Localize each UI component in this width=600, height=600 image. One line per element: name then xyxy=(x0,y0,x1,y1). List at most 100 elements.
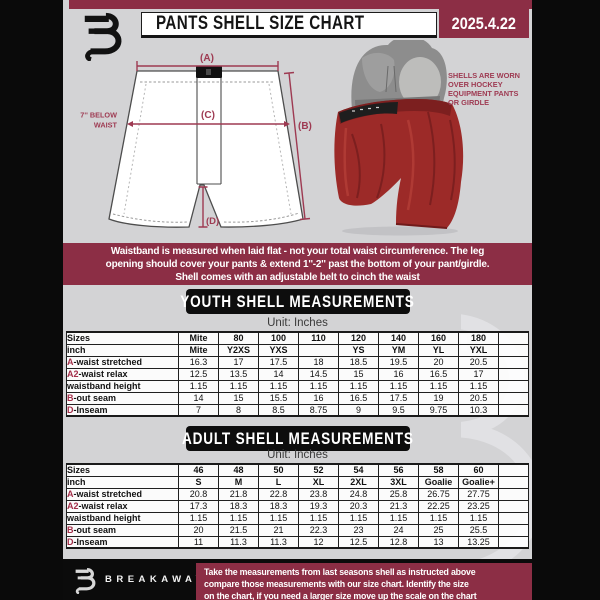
measurement-cell: Y2XS xyxy=(218,343,259,357)
shorts-outline-drawing xyxy=(108,66,304,228)
measurement-cell: 21.3 xyxy=(378,499,419,513)
measurement-cell: 52 xyxy=(298,463,339,477)
measurement-cell: 1.15 xyxy=(418,511,459,525)
measurement-cell: 1.15 xyxy=(418,379,459,393)
filler-cell xyxy=(498,463,529,477)
adult-section-header: ADULT SHELL MEASUREMENTS xyxy=(182,426,413,451)
measurement-cell: 15 xyxy=(218,391,259,405)
filler-cell xyxy=(498,343,529,357)
measurement-cell: 110 xyxy=(298,331,339,345)
photo-note-line1: SHELLS ARE WORN xyxy=(448,71,520,80)
filler-cell xyxy=(498,511,529,525)
measurement-cell: 1.15 xyxy=(258,511,299,525)
measurement-cell: 1.15 xyxy=(178,379,219,393)
measurement-cell: 23.25 xyxy=(458,499,499,513)
measurement-cell: Mite xyxy=(178,343,219,357)
table-row: A-waist stretched 20.8 21.8 22.8 23.8 24.8 25.… xyxy=(66,487,529,501)
row-label: A2-waist relax xyxy=(66,499,179,513)
table-row: Sizes 46 48 50 52 54 56 58 60 xyxy=(66,463,529,477)
table-row: waistband height 1.15 1.15 1.15 1.15 1.15 1.15… xyxy=(66,379,529,393)
measurement-cell: 7 xyxy=(178,403,219,417)
measurement-cell: 16.5 xyxy=(338,391,379,405)
measurement-cell: 9.5 xyxy=(378,403,419,417)
youth-heading: YOUTH SHELL MEASUREMENTS xyxy=(180,291,415,311)
measurement-cell: 18.5 xyxy=(338,355,379,369)
breakaway-logo-icon xyxy=(84,12,122,61)
footer-brand-name: BREAKAWAY xyxy=(105,574,207,585)
measurement-cell: 13 xyxy=(418,535,459,549)
table-row: inch S M L XL 2XL 3XL Goalie Goalie+ xyxy=(66,475,529,489)
label-b: (B) xyxy=(298,121,312,132)
photo-note-line4: OR GIRDLE xyxy=(448,98,489,107)
measurement-cell: 17.5 xyxy=(378,391,419,405)
adult-measurements-table: Sizes 46 48 50 52 54 56 58 60 inch S M L XL 2XL 3XL Goal… xyxy=(66,463,529,549)
measurement-cell: 9 xyxy=(338,403,379,417)
measurement-cell xyxy=(298,343,339,357)
measurement-cell: 19.5 xyxy=(378,355,419,369)
row-label: inch xyxy=(66,343,179,357)
measurement-cell: M xyxy=(218,475,259,489)
adult-heading: ADULT SHELL MEASUREMENTS xyxy=(181,428,414,448)
filler-cell xyxy=(498,403,529,417)
measurement-cell: 2XL xyxy=(338,475,379,489)
measurement-cell: 11.3 xyxy=(258,535,299,549)
measurement-cell: 22.25 xyxy=(418,499,459,513)
measure-lines xyxy=(129,61,311,228)
measurement-cell: 16 xyxy=(298,391,339,405)
label-d: (D) xyxy=(206,216,219,227)
row-label: waistband height xyxy=(66,511,179,525)
measurement-cell: 1.15 xyxy=(378,511,419,525)
measurement-cell: 1.15 xyxy=(178,511,219,525)
adult-unit-label: Unit: Inches xyxy=(267,449,328,461)
measurement-cell: 20 xyxy=(418,355,459,369)
measurement-cell: 1.15 xyxy=(378,379,419,393)
measurement-cell: 9.75 xyxy=(418,403,459,417)
measurement-cell: 15.5 xyxy=(258,391,299,405)
measurement-cell: 16.5 xyxy=(418,367,459,381)
measurement-cell: 19.3 xyxy=(298,499,339,513)
measurement-cell: 22.8 xyxy=(258,487,299,501)
measurement-cell: 14 xyxy=(258,367,299,381)
measurement-cell: 120 xyxy=(338,331,379,345)
footer-note-line2: compare those measurements with our size… xyxy=(204,578,469,589)
measurement-cell: 1.15 xyxy=(218,379,259,393)
footer-note-line1: Take the measurements from last seasons … xyxy=(204,567,476,577)
measurement-cell: YXL xyxy=(458,343,499,357)
measurement-cell: 12.5 xyxy=(338,535,379,549)
measurement-diagram: (A) (B) (C) (D) 7'' BELOW WAIST xyxy=(80,40,520,236)
measurement-cell: 22.3 xyxy=(298,523,339,537)
waist-note-line1: 7'' BELOW xyxy=(80,111,117,120)
measurement-cell: 11.3 xyxy=(218,535,259,549)
measurement-cell: 16 xyxy=(378,367,419,381)
measurement-cell: 56 xyxy=(378,463,419,477)
measurement-cell: Goalie+ xyxy=(458,475,499,489)
date-text: 2025.4.22 xyxy=(451,13,517,33)
filler-cell xyxy=(498,499,529,513)
measurement-cell: 1.15 xyxy=(338,511,379,525)
measurement-cell: 12 xyxy=(298,535,339,549)
measurement-cell: 1.15 xyxy=(458,379,499,393)
measurement-cell: 58 xyxy=(418,463,459,477)
row-label: D-Inseam xyxy=(66,403,179,417)
measurement-cell: XL xyxy=(298,475,339,489)
measurement-cell: Goalie xyxy=(418,475,459,489)
top-accent-strip xyxy=(69,0,532,9)
title-box: PANTS SHELL SIZE CHART xyxy=(141,12,437,38)
table-row: inch Mite Y2XS YXS YS YM YL YXL xyxy=(66,343,529,357)
photo-note-line3: EQUIPMENT PANTS xyxy=(448,89,519,98)
page-title: PANTS SHELL SIZE CHART xyxy=(156,13,365,34)
table-row: A-waist stretched 16.3 17 17.5 18 18.5 19.5 20 2… xyxy=(66,355,529,369)
table-row: B-out seam 20 21.5 21 22.3 23 24 25 25.5 xyxy=(66,523,529,537)
measurement-cell: YM xyxy=(378,343,419,357)
table-row: A2-waist relax 12.5 13.5 14 14.5 15 16 16.5 17 xyxy=(66,367,529,381)
measurement-cell: 48 xyxy=(218,463,259,477)
banner-line2: opening should cover your pants & extend… xyxy=(105,259,490,270)
youth-measurements-table: Sizes Mite 80 100 110 120 140 160 180 inch Mite Y2X… xyxy=(66,331,529,417)
table-row: Sizes Mite 80 100 110 120 140 160 180 xyxy=(66,331,529,345)
measurement-cell: 18.3 xyxy=(218,499,259,513)
measurement-cell: 10.3 xyxy=(458,403,499,417)
measurement-cell: YXS xyxy=(258,343,299,357)
measure-line-a xyxy=(136,61,279,71)
banner-line3: Shell comes with an adjustable belt to c… xyxy=(175,272,420,283)
measurement-cell: Mite xyxy=(178,331,219,345)
